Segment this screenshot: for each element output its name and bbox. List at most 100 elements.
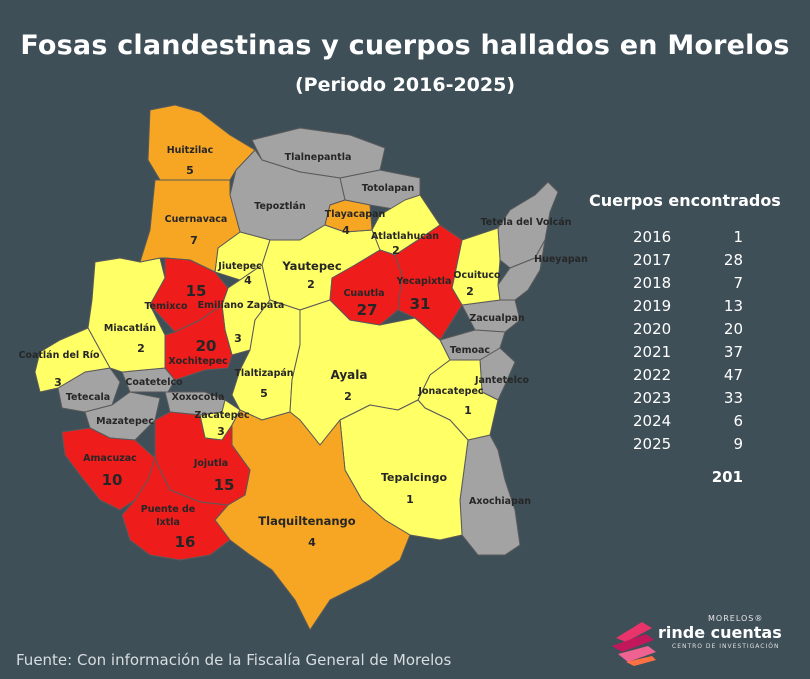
table-row: 2022 47 — [633, 366, 743, 388]
region-huitzilac — [147, 104, 256, 181]
label-atlatlahucan: Atlatlahucan — [371, 231, 439, 242]
table-heading: Cuerpos encontrados — [589, 191, 781, 210]
label-tlaquiltenango: Tlaquiltenango — [258, 514, 356, 528]
count-jiutepec: 4 — [244, 274, 252, 287]
map-labels: Huitzilac 5 Tlalnepantla Totolapan Tepoz… — [18, 145, 588, 551]
table-row: 2020 20 — [633, 320, 743, 342]
label-ocuituco: Ocuituco — [453, 270, 501, 281]
table-row: 2019 13 — [633, 297, 743, 319]
label-tlaltizapan: Tlaltizapán — [234, 368, 293, 379]
label-tetecala: Tetecala — [66, 392, 110, 403]
label-hueyapan: Hueyapan — [534, 254, 588, 265]
count-tepalcingo: 1 — [406, 493, 414, 506]
logo-bottom-text: CENTRO DE INVESTIGACIÓN — [672, 643, 780, 650]
row-value: 13 — [723, 297, 743, 315]
count-coatlan: 3 — [54, 376, 62, 389]
row-year: 2017 — [633, 251, 672, 269]
count-huitzilac: 5 — [186, 164, 194, 177]
table-row: 2021 37 — [633, 343, 743, 365]
count-yecapixtla: 31 — [410, 295, 431, 313]
table-row: 2016 1 — [633, 228, 743, 250]
count-miacatlan: 2 — [137, 342, 145, 355]
map-subtitle: (Periodo 2016-2025) — [294, 74, 516, 96]
label-tlalnepantla: Tlalnepantla — [285, 152, 352, 163]
label-coatetelco: Coatetelco — [125, 377, 183, 388]
label-huitzilac: Huitzilac — [167, 145, 214, 156]
label-tetela: Tetela del Volcán — [481, 217, 572, 228]
row-year: 2021 — [633, 343, 672, 361]
label-temixco: Temixco — [144, 301, 188, 312]
map-title: Fosas clandestinas y cuerpos hallados en… — [20, 30, 790, 61]
label-coatlan: Coatlán del Río — [18, 350, 100, 361]
label-miacatlan: Miacatlán — [104, 323, 156, 334]
count-jojutla: 15 — [214, 476, 235, 494]
row-value: 28 — [723, 251, 743, 269]
label-totolapan: Totolapan — [362, 183, 415, 194]
label-zacatepec: Zacatepec — [194, 410, 249, 421]
row-value: 6 — [733, 412, 743, 430]
count-atlatlahucan: 2 — [392, 244, 400, 257]
count-ocuituco: 2 — [466, 285, 474, 298]
label-jiutepec: Jiutepec — [217, 261, 261, 272]
label-jonacatepec: Jonacatepec — [417, 386, 483, 397]
row-year: 2018 — [633, 274, 672, 292]
label-ayala: Ayala — [331, 368, 368, 382]
row-value: 37 — [723, 343, 743, 361]
region-coatlan — [34, 327, 111, 393]
count-xochitepec: 20 — [196, 337, 217, 355]
count-emiliano: 3 — [234, 332, 242, 345]
count-tlaquiltenango: 4 — [308, 536, 316, 549]
table-row: 2017 28 — [633, 251, 743, 273]
label-tepalcingo: Tepalcingo — [381, 471, 448, 484]
row-year: 2024 — [633, 412, 672, 430]
region-tlayacapan — [324, 199, 373, 233]
region-xochitepec — [164, 304, 233, 381]
logo-main-text: rinde cuentas — [658, 623, 782, 642]
row-year: 2020 — [633, 320, 672, 338]
label-temoac: Temoac — [450, 345, 490, 356]
label-cuernavaca: Cuernavaca — [165, 214, 228, 225]
row-year: 2016 — [633, 228, 672, 246]
label-jantetelco: Jantetelco — [474, 375, 530, 386]
row-year: 2019 — [633, 297, 672, 315]
row-value: 47 — [723, 366, 743, 384]
label-tlayacapan: Tlayacapan — [325, 209, 386, 220]
source-note: Fuente: Con información de la Fiscalía G… — [16, 651, 452, 669]
label-puente-line1: Puente de — [141, 504, 195, 515]
count-yautepec: 2 — [307, 278, 315, 291]
logo-icon — [612, 622, 656, 666]
count-cuautla: 27 — [357, 301, 378, 319]
row-year: 2025 — [633, 435, 672, 453]
region-tetela — [497, 181, 559, 269]
row-value: 7 — [733, 274, 743, 292]
label-xoxocotla: Xoxocotla — [172, 392, 225, 403]
logo-top-text: MORELOS® — [708, 614, 764, 623]
count-ayala: 2 — [344, 390, 352, 403]
count-jonacatepec: 1 — [464, 404, 472, 417]
table-row: 2024 6 — [633, 412, 743, 434]
row-value: 33 — [723, 389, 743, 407]
label-mazatepec: Mazatepec — [96, 416, 154, 427]
count-puente: 16 — [175, 533, 196, 551]
table-total: 201 — [711, 468, 743, 486]
label-jojutla: Jojutla — [193, 458, 228, 469]
region-puente — [121, 457, 231, 561]
table-row: 2018 7 — [633, 274, 743, 296]
count-temixco: 15 — [186, 282, 207, 300]
table-row: 2025 9 — [633, 435, 743, 457]
label-cuautla: Cuautla — [343, 288, 384, 299]
count-tlaltizapan: 5 — [260, 387, 268, 400]
region-cuautla — [329, 249, 403, 326]
count-zacatepec: 3 — [217, 425, 225, 438]
label-axochiapan: Axochiapan — [469, 496, 531, 507]
table-row: 2023 33 — [633, 389, 743, 411]
label-tepoztlan: Tepoztlán — [254, 201, 306, 212]
rinde-cuentas-logo: MORELOS® rinde cuentas CENTRO DE INVESTI… — [612, 614, 792, 666]
region-axochiapan — [459, 434, 521, 556]
label-amacuzac: Amacuzac — [83, 453, 137, 464]
label-emiliano: Emiliano Zapata — [198, 300, 285, 311]
count-tlayacapan: 4 — [342, 224, 350, 237]
label-yecapixtla: Yecapixtla — [396, 276, 452, 287]
count-cuernavaca: 7 — [190, 234, 198, 247]
